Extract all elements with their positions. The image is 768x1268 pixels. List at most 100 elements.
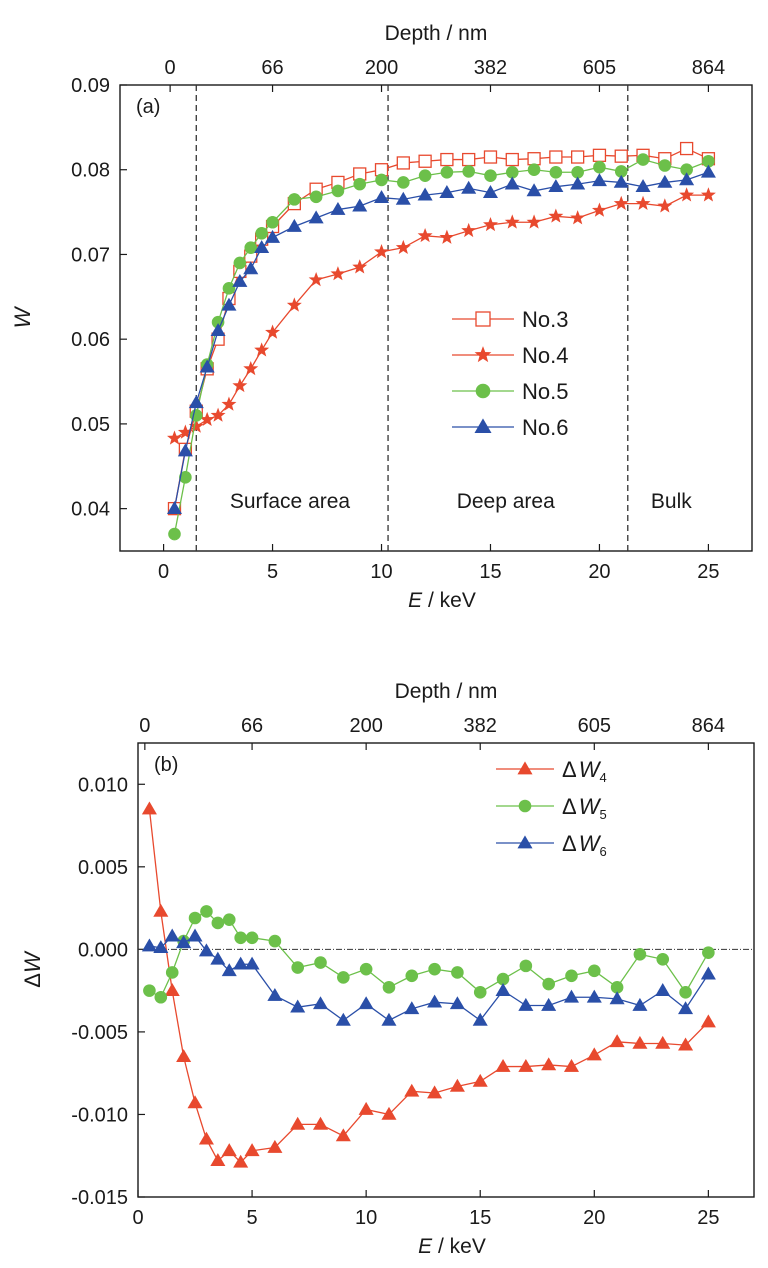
data-point	[527, 163, 541, 177]
data-point	[382, 981, 396, 994]
data-point	[526, 183, 542, 197]
top-tick-label: 605	[583, 57, 616, 79]
x-tick-label: 25	[697, 561, 719, 583]
data-point	[374, 244, 389, 259]
data-point	[586, 989, 602, 1003]
region-label: Surface area	[230, 490, 351, 513]
x-axis-title-unit: / keV	[432, 1235, 486, 1258]
data-point	[483, 216, 498, 232]
data-point	[586, 1047, 602, 1061]
data-point	[166, 501, 183, 514]
data-point	[221, 1143, 237, 1157]
data-point	[312, 1116, 329, 1130]
data-point	[702, 946, 715, 959]
y-tick-label: 0.000	[78, 939, 128, 961]
y-tick-label: 0.04	[71, 499, 110, 521]
data-point	[141, 801, 157, 815]
data-point	[312, 996, 329, 1010]
data-point	[199, 359, 215, 373]
data-point	[449, 996, 465, 1010]
data-point	[563, 1058, 580, 1072]
data-point	[168, 527, 181, 541]
legend-label: No.4	[522, 343, 568, 368]
legend-label: No.5	[522, 379, 568, 404]
data-point	[375, 173, 388, 187]
legend-marker	[517, 835, 533, 849]
top-tick-label: 864	[692, 715, 725, 737]
data-point	[176, 1049, 192, 1063]
legend-label: No.3	[522, 307, 568, 332]
data-point	[359, 962, 373, 976]
legend-var: W	[579, 831, 602, 856]
top-tick-label: 864	[692, 57, 725, 79]
series-no3	[167, 141, 716, 516]
x-tick-label: 15	[469, 1207, 491, 1229]
data-point	[541, 1057, 557, 1071]
top-axis-title: Depth / nm	[395, 680, 498, 703]
y-axis-title-delta: Δ	[20, 973, 45, 988]
data-point	[233, 956, 249, 970]
series-dW5	[143, 905, 715, 1004]
x-tick-label: 15	[479, 561, 501, 583]
top-tick-label: 66	[241, 715, 263, 737]
data-point	[352, 259, 368, 274]
top-tick-label: 66	[261, 57, 283, 79]
data-point	[176, 935, 192, 949]
y-tick-label: 0.010	[78, 774, 128, 796]
data-point	[632, 997, 648, 1011]
data-point	[482, 185, 499, 198]
data-point	[549, 150, 563, 164]
region-label: Bulk	[651, 490, 692, 513]
plot-frame	[137, 742, 755, 1198]
data-point	[614, 149, 628, 163]
data-point	[255, 226, 268, 240]
data-point	[211, 916, 225, 930]
data-point	[632, 1035, 648, 1049]
data-point	[592, 148, 607, 162]
y-tick-label: 0.09	[71, 75, 110, 97]
data-point	[266, 215, 279, 229]
x-tick-label: 20	[588, 561, 610, 583]
data-point	[427, 1085, 443, 1099]
legend-label: ΔW4	[562, 757, 607, 785]
data-point	[570, 176, 586, 190]
legend-sub: 6	[599, 844, 606, 859]
data-point	[656, 952, 670, 966]
legend: No.3 No.4 No.5 No.6	[452, 307, 568, 440]
data-point	[609, 991, 625, 1005]
data-point	[309, 190, 323, 204]
legend-var: W	[579, 794, 602, 819]
data-point	[286, 218, 302, 232]
data-point	[428, 962, 441, 976]
y-tick-label: -0.010	[71, 1104, 128, 1126]
data-point	[288, 193, 301, 206]
y-tick-label: 0.08	[71, 160, 110, 182]
data-point	[472, 1012, 488, 1026]
legend-label: ΔW5	[562, 794, 607, 822]
data-point	[461, 180, 477, 194]
series-line	[148, 808, 709, 1164]
y-axis-title-var: W	[20, 950, 45, 973]
data-point	[655, 983, 671, 996]
data-point	[177, 443, 193, 457]
data-point	[244, 956, 260, 970]
top-tick-label: 0	[165, 57, 176, 79]
data-point	[330, 266, 346, 281]
panel-b-chart: 0 5 10 15 20 25 0 66 200 382 605 864 -0.015 -0.010 -0.…	[20, 680, 755, 1258]
data-point	[495, 983, 511, 996]
x-tick-label: 0	[132, 1207, 143, 1229]
data-point	[254, 342, 270, 357]
y-tick-label: 0.05	[71, 414, 110, 436]
data-point	[587, 964, 601, 978]
data-point	[526, 214, 542, 229]
legend-sub: 5	[599, 807, 606, 822]
data-point	[210, 407, 226, 422]
x-tick-label: 5	[247, 1207, 258, 1229]
data-point	[358, 996, 374, 1010]
data-point	[549, 165, 563, 179]
data-point	[404, 1083, 420, 1097]
data-point	[286, 297, 302, 312]
data-point	[418, 154, 432, 168]
data-point	[265, 324, 281, 339]
